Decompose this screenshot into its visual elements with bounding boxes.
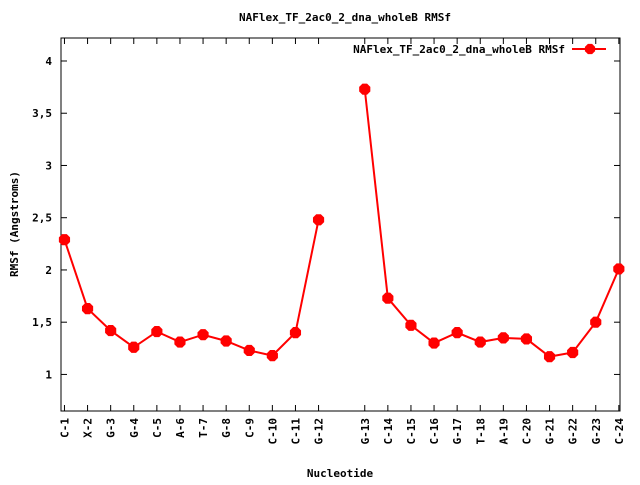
- data-point-marker: [243, 344, 255, 356]
- y-tick-label: 2: [45, 264, 52, 277]
- x-tick-label: C-16: [428, 418, 441, 445]
- x-tick-label: A-6: [174, 418, 187, 438]
- y-tick-label: 4: [45, 55, 52, 68]
- x-tick-label: G-17: [451, 418, 464, 445]
- x-tick-label: C-1: [58, 418, 71, 438]
- data-point-marker: [613, 263, 625, 275]
- data-point-marker: [174, 336, 186, 348]
- data-point-marker: [543, 351, 556, 363]
- data-point-marker: [58, 234, 71, 246]
- x-axis-label: Nucleotide: [307, 467, 374, 480]
- x-tick-label: C-14: [382, 418, 395, 445]
- y-tick-label: 3: [45, 159, 52, 172]
- data-point-marker: [312, 214, 325, 226]
- legend: NAFlex_TF_2ac0_2_dna_wholeB RMSf: [353, 43, 606, 56]
- data-point-marker: [289, 327, 302, 339]
- data-point-marker: [474, 336, 486, 348]
- data-point-marker: [151, 326, 163, 338]
- x-tick-label: C-11: [289, 418, 302, 445]
- y-tick-label: 1: [45, 368, 52, 381]
- data-point-marker: [382, 292, 394, 304]
- data-point-marker: [520, 333, 533, 345]
- x-tick-label: A-19: [497, 418, 510, 445]
- series-line-segment: [363, 89, 620, 358]
- y-tick-label: 3,5: [32, 107, 52, 120]
- x-tick-label: G-8: [220, 418, 233, 438]
- x-tick-label: C-10: [266, 418, 279, 445]
- chart-title: NAFlex_TF_2ac0_2_dna_wholeB RMSf: [239, 11, 451, 24]
- legend-marker-swatch: [584, 43, 596, 55]
- x-tick-label: G-4: [128, 418, 141, 438]
- data-point-marker: [451, 327, 463, 339]
- x-tick-label: T-18: [474, 418, 487, 445]
- data-point-marker: [266, 350, 278, 362]
- x-tick-label: G-3: [105, 418, 118, 438]
- series-layer: [58, 83, 625, 363]
- data-point-marker: [497, 332, 509, 344]
- plot-frame: [60, 37, 621, 412]
- data-point-marker: [359, 83, 371, 95]
- y-axis-label: RMSf (Angstroms): [8, 171, 21, 277]
- x-tick-label: C-5: [151, 418, 164, 438]
- x-tick-label: G-12: [313, 418, 326, 445]
- data-point-marker: [220, 335, 232, 347]
- data-point-marker: [197, 329, 209, 341]
- y-tick-label: 1,5: [32, 316, 52, 329]
- data-point-marker: [428, 337, 440, 349]
- y-tick-label: 2,5: [32, 212, 52, 225]
- data-point-marker: [105, 324, 117, 337]
- x-tick-label: C-20: [520, 418, 533, 445]
- data-point-marker: [81, 303, 94, 315]
- x-tick-label: G-22: [567, 418, 580, 445]
- x-tick-label: G-23: [590, 418, 603, 445]
- series-line-segment: [63, 219, 320, 357]
- x-tick-label: C-15: [405, 418, 418, 445]
- data-point-marker: [567, 346, 579, 359]
- x-tick-label: C-24: [613, 418, 626, 445]
- x-tick-label: T-7: [197, 418, 210, 438]
- x-tick-label: G-21: [544, 418, 557, 445]
- x-tick-label: G-13: [359, 418, 372, 445]
- legend-label: NAFlex_TF_2ac0_2_dna_wholeB RMSf: [353, 43, 565, 56]
- x-tick-label: X-2: [82, 418, 95, 438]
- x-axis: C-1 X-2 G-3 G-4 C-5 A-6 T-7 G-8 C-9 C-10 C-11 G-12 G…: [58, 38, 626, 445]
- x-tick-label: C-9: [243, 418, 256, 438]
- data-point-marker: [590, 316, 602, 328]
- data-point-marker: [128, 341, 140, 353]
- y-axis: 1 1,5 2 2,5 3 3,5 4: [32, 55, 620, 381]
- data-point-marker: [405, 319, 417, 331]
